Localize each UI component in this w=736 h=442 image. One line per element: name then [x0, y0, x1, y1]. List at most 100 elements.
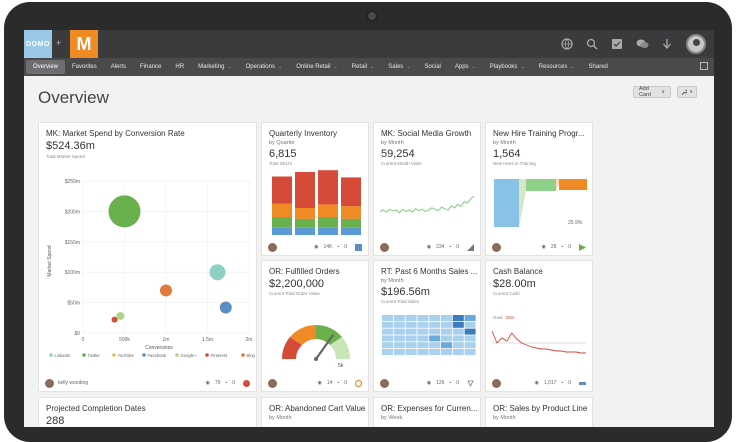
owner-avatar[interactable]	[492, 378, 501, 388]
card-sales-product-line[interactable]: OR: Sales by Product Line by Month	[485, 397, 593, 427]
heatmap-cell[interactable]	[441, 349, 452, 355]
nav-item-hr[interactable]: HR	[168, 60, 191, 74]
heatmap-cell[interactable]	[393, 328, 405, 335]
heatmap-cell[interactable]	[382, 349, 393, 355]
tools-button[interactable]: ∨	[677, 86, 697, 98]
bar-segment[interactable]	[341, 218, 361, 228]
heatmap-cell[interactable]	[382, 342, 393, 349]
comment-icon[interactable]: ▪	[225, 380, 228, 386]
bar-segment[interactable]	[341, 206, 361, 219]
heatmap-cell[interactable]	[417, 328, 429, 335]
comment-icon[interactable]: ▪	[449, 244, 452, 250]
heatmap-cell[interactable]	[464, 315, 476, 321]
search-icon[interactable]	[581, 34, 603, 54]
heatmap-cell[interactable]	[405, 335, 417, 342]
bar-segment[interactable]	[341, 227, 361, 235]
download-icon[interactable]	[656, 34, 678, 54]
nav-item-operations[interactable]: Operations ⌄	[239, 60, 290, 74]
bar-segment[interactable]	[272, 203, 292, 218]
nav-item-retail[interactable]: Retail ⌄	[345, 60, 382, 74]
card-expenses[interactable]: OR: Expenses for Curren... by Week	[373, 397, 481, 427]
nav-item-overview[interactable]: Overview	[26, 60, 66, 74]
heatmap-cell[interactable]	[393, 349, 405, 355]
nav-item-apps[interactable]: Apps ⌄	[448, 60, 483, 74]
heatmap-cell[interactable]	[417, 315, 429, 321]
heatmap-cell[interactable]	[452, 335, 464, 342]
nav-item-online-retail[interactable]: Online Retail ⌄	[289, 60, 345, 74]
heatmap-cell[interactable]	[452, 342, 464, 349]
bar-segment[interactable]	[272, 227, 292, 235]
bar-segment[interactable]	[295, 227, 315, 235]
heatmap-cell[interactable]	[441, 321, 452, 328]
heatmap-cell[interactable]	[429, 335, 441, 342]
calendar-icon[interactable]	[700, 62, 708, 70]
card-cash-balance[interactable]: Cash Balance $28.00m Current Cash Goal 2…	[485, 260, 593, 392]
owner-avatar[interactable]	[380, 378, 389, 388]
nav-item-social[interactable]: Social	[418, 60, 448, 74]
owner-avatar[interactable]	[45, 378, 54, 388]
heatmap-cell[interactable]	[464, 321, 476, 328]
scatter-point-linkedin[interactable]	[209, 264, 226, 281]
globe-icon[interactable]	[556, 34, 578, 54]
card-social-growth[interactable]: MK: Social Media Growth by Month 59,254 …	[373, 122, 481, 256]
bar-segment[interactable]	[295, 172, 315, 208]
app-badge-icon[interactable]	[243, 379, 250, 387]
heatmap-cell[interactable]	[393, 335, 405, 342]
scatter-point-blog[interactable]	[160, 284, 172, 297]
comment-icon[interactable]: ▪	[449, 380, 452, 386]
comment-icon[interactable]: ▪	[337, 380, 340, 386]
nav-item-finance[interactable]: Finance	[133, 60, 168, 74]
heatmap-cell[interactable]	[393, 321, 405, 328]
comment-icon[interactable]: ▪	[561, 244, 564, 250]
app-badge-icon[interactable]	[355, 243, 362, 251]
card-quarterly-inventory[interactable]: Quarterly Inventory by Quarter 6,815 Tot…	[261, 122, 369, 256]
nav-item-favorites[interactable]: Favorites	[65, 60, 104, 74]
heatmap-cell[interactable]	[452, 349, 464, 355]
chat-icon[interactable]	[631, 34, 653, 54]
owner-avatar[interactable]	[380, 242, 389, 252]
card-projected-completion[interactable]: Projected Completion Dates 288	[38, 397, 257, 427]
app-badge-icon[interactable]	[467, 380, 474, 387]
owner-avatar[interactable]	[268, 242, 277, 252]
heatmap-cell[interactable]	[405, 349, 417, 355]
bar-segment[interactable]	[318, 170, 338, 205]
nav-item-playbooks[interactable]: Playbooks ⌄	[483, 60, 532, 74]
bar-segment[interactable]	[295, 208, 315, 219]
heatmap-cell[interactable]	[452, 321, 464, 328]
heatmap-cell[interactable]	[429, 315, 441, 321]
social-line[interactable]	[379, 195, 475, 214]
nav-item-resources[interactable]: Resources ⌄	[532, 60, 582, 74]
heatmap-cell[interactable]	[464, 349, 476, 355]
heatmap-cell[interactable]	[429, 349, 441, 355]
scatter-point-facebook[interactable]	[219, 301, 232, 314]
cash-line[interactable]	[491, 330, 586, 354]
heatmap-cell[interactable]	[441, 335, 452, 342]
heatmap-cell[interactable]	[441, 315, 452, 321]
owner-avatar[interactable]	[492, 242, 501, 252]
heatmap-cell[interactable]	[429, 328, 441, 335]
heatmap-cell[interactable]	[382, 321, 393, 328]
heatmap-cell[interactable]	[464, 335, 476, 342]
heatmap-cell[interactable]	[417, 342, 429, 349]
bar-segment[interactable]	[272, 217, 292, 228]
heatmap-cell[interactable]	[452, 328, 464, 335]
heatmap-cell[interactable]	[417, 321, 429, 328]
heatmap-cell[interactable]	[405, 328, 417, 335]
scatter-point-twitter[interactable]	[108, 195, 141, 228]
card-past-sales[interactable]: RT: Past 6 Months Sales ... by Month $19…	[373, 260, 481, 392]
scatter-point-google[interactable]	[116, 311, 125, 320]
heatmap-cell[interactable]	[405, 321, 417, 328]
heatmap-cell[interactable]	[382, 328, 393, 335]
nav-item-alerts[interactable]: Alerts	[104, 60, 133, 74]
heatmap-cell[interactable]	[393, 315, 405, 321]
app-badge-icon[interactable]	[355, 379, 362, 387]
comment-icon[interactable]: ▪	[561, 380, 564, 386]
bar-segment[interactable]	[318, 204, 338, 217]
heatmap-cell[interactable]	[464, 342, 476, 349]
bar-segment[interactable]	[272, 176, 292, 204]
heatmap-cell[interactable]	[429, 342, 441, 349]
app-badge-icon[interactable]	[467, 243, 474, 251]
heatmap-cell[interactable]	[429, 321, 441, 328]
card-fulfilled-orders[interactable]: OR: Fulfilled Orders $2,200,000 Current …	[261, 260, 369, 392]
card-market-spend[interactable]: MK: Market Spend by Conversion Rate $524…	[38, 122, 257, 392]
